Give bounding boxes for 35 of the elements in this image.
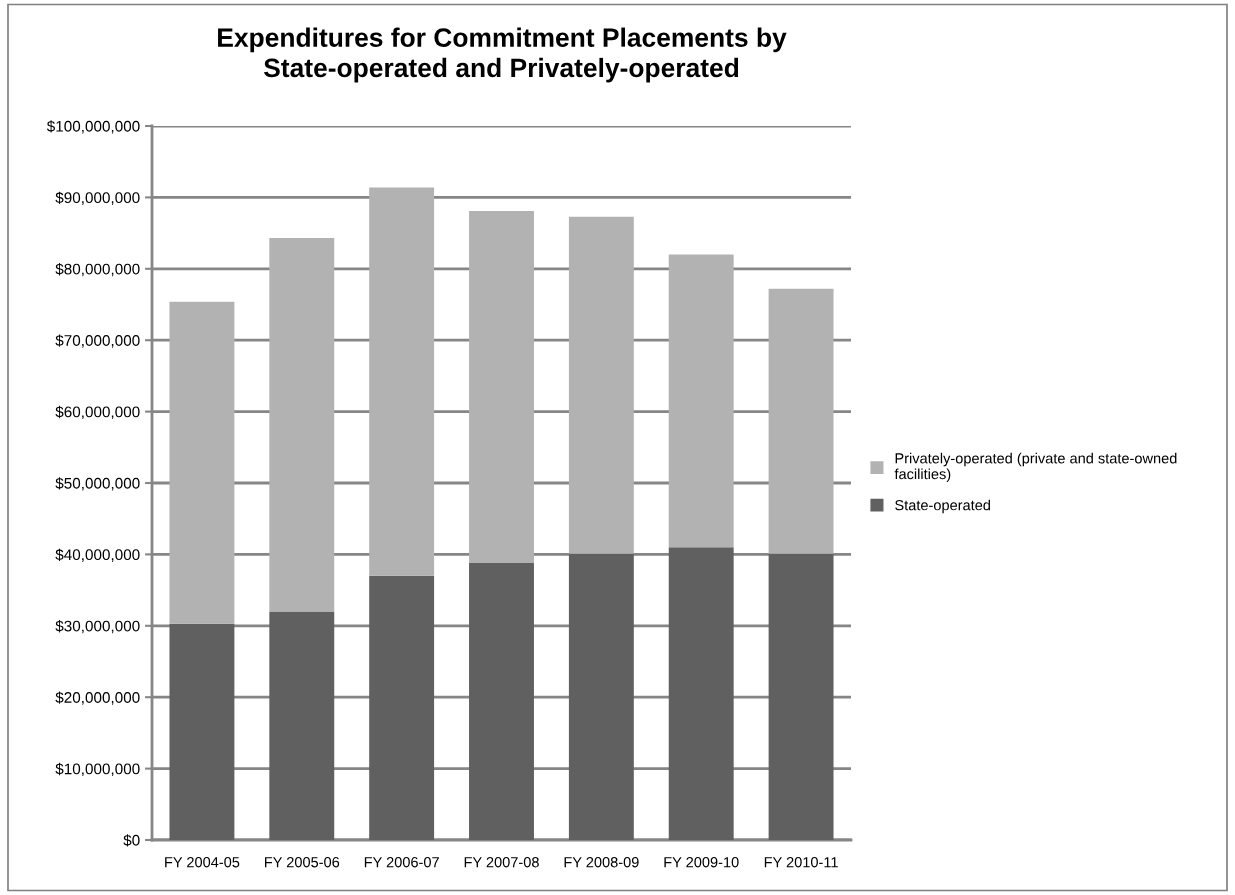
bar — [768, 288, 834, 554]
y-tick-label: $90,000,000 — [55, 191, 140, 205]
bar — [668, 547, 734, 840]
y-tick-label: $0 — [123, 834, 140, 847]
x-tick-label: FY 2009-10 — [664, 857, 739, 868]
legend-label: Privately-operated (private and state-owned facilities) — [894, 452, 1177, 483]
y-tick-label: $60,000,000 — [55, 405, 140, 420]
bar — [668, 254, 734, 548]
bar — [369, 575, 435, 840]
bar — [469, 210, 534, 563]
bar — [169, 623, 235, 840]
y-tick-label: $70,000,000 — [55, 334, 140, 348]
x-tick-label: FY 2004-05 — [165, 857, 240, 868]
bar — [369, 187, 435, 576]
legend-label: State-operated — [895, 499, 990, 514]
y-tick-label: $80,000,000 — [55, 263, 140, 277]
bar — [768, 553, 834, 840]
x-tick-label: FY 2010-11 — [764, 857, 838, 868]
x-tick-label: FY 2005-06 — [265, 857, 340, 868]
x-tick-label: FY 2006-07 — [364, 857, 439, 868]
chart-title: Expenditures for Commitment Placements by State-operated and Privately-operated — [218, 27, 787, 83]
bar — [469, 562, 534, 840]
y-tick-label: $30,000,000 — [55, 620, 140, 634]
y-tick-label: $40,000,000 — [55, 548, 140, 562]
y-tick-label: $100,000,000 — [46, 120, 140, 134]
bar — [568, 216, 634, 554]
y-tick-label: $10,000,000 — [55, 762, 140, 777]
y-tick-label: $50,000,000 — [55, 477, 140, 491]
x-tick-label: FY 2008-09 — [564, 857, 639, 868]
bar — [269, 238, 335, 612]
y-tick-label: $20,000,000 — [55, 691, 140, 705]
bar — [169, 301, 235, 624]
bar — [269, 611, 335, 840]
x-tick-label: FY 2007-08 — [464, 857, 539, 868]
bar — [568, 553, 634, 840]
